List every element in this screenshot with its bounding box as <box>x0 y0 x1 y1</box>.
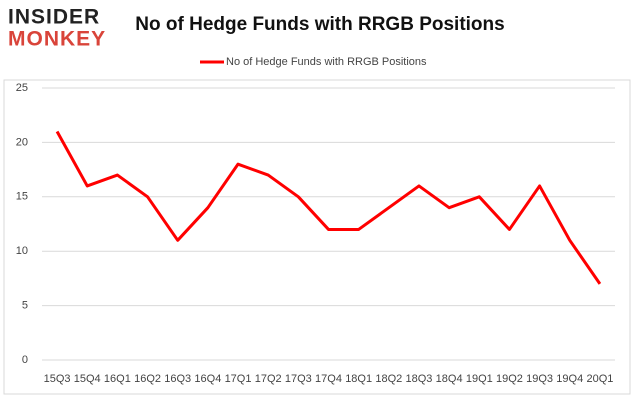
x-tick-label: 20Q1 <box>586 373 613 385</box>
x-tick-label: 19Q3 <box>526 373 553 385</box>
x-tick-label: 17Q3 <box>285 373 312 385</box>
logo-top: INSIDER <box>8 6 100 29</box>
x-tick-label: 17Q1 <box>225 373 252 385</box>
x-tick-label: 18Q2 <box>375 373 402 385</box>
x-tick-label: 19Q4 <box>556 373 583 385</box>
x-tick-label: 18Q1 <box>345 373 372 385</box>
chart-title: No of Hedge Funds with RRGB Positions <box>135 14 504 35</box>
x-tick-label: 16Q1 <box>104 373 131 385</box>
legend-label: No of Hedge Funds with RRGB Positions <box>226 56 427 68</box>
x-tick-label: 16Q4 <box>194 373 221 385</box>
y-tick-label: 10 <box>16 245 28 257</box>
x-tick-label: 16Q2 <box>134 373 161 385</box>
y-tick-label: 20 <box>16 136 28 148</box>
x-tick-label: 15Q4 <box>74 373 101 385</box>
logo-bottom: MONKEY <box>8 28 106 51</box>
x-tick-label: 15Q3 <box>44 373 71 385</box>
x-tick-label: 19Q1 <box>466 373 493 385</box>
x-tick-label: 19Q2 <box>496 373 523 385</box>
y-tick-label: 15 <box>16 191 28 203</box>
y-tick-label: 0 <box>22 354 28 366</box>
line-series <box>55 130 602 285</box>
x-tick-label: 18Q3 <box>406 373 433 385</box>
x-tick-label: 16Q3 <box>164 373 191 385</box>
y-tick-label: 5 <box>22 300 28 312</box>
plot-frame <box>3 79 631 395</box>
x-tick-label: 17Q4 <box>315 373 342 385</box>
x-tick-label: 17Q2 <box>255 373 282 385</box>
y-tick-label: 25 <box>16 82 28 94</box>
x-tick-label: 18Q4 <box>436 373 463 385</box>
